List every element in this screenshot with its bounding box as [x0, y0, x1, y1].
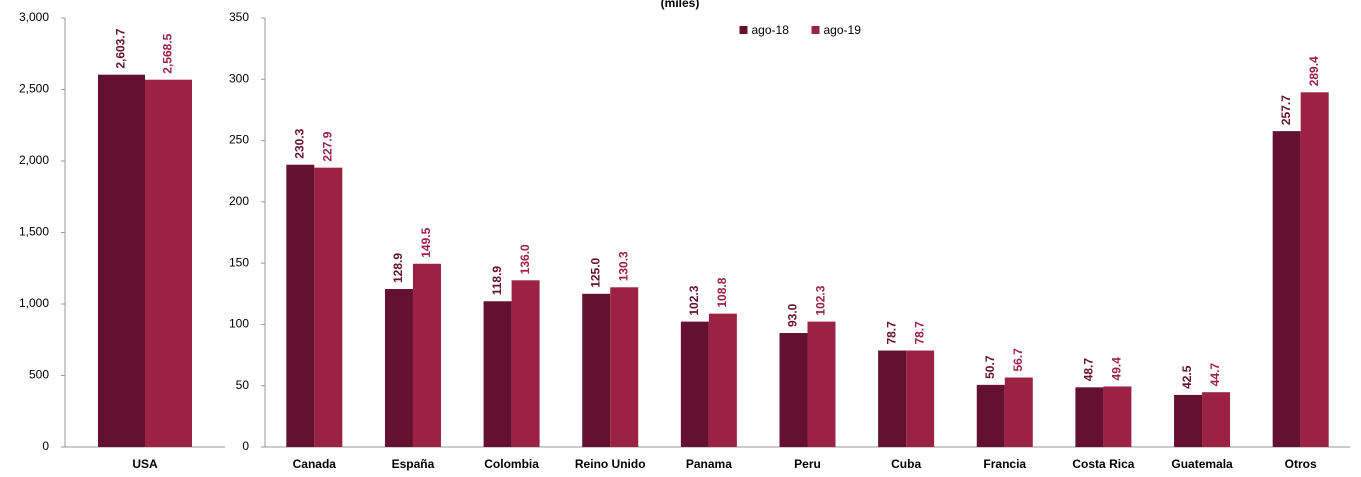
bar [98, 74, 145, 447]
legend-label: ago-18 [752, 23, 790, 37]
data-label: 149.5 [419, 227, 433, 257]
x-tick-label: Costa Rica [1072, 457, 1134, 471]
y-tick-label: 200 [229, 194, 249, 208]
bar [708, 313, 737, 447]
x-tick-label: Cuba [891, 457, 921, 471]
bar [976, 384, 1005, 447]
data-label: 118.9 [490, 266, 504, 296]
y-tick-label: 0 [242, 439, 249, 453]
x-tick-label: España [392, 457, 435, 471]
data-label: 289.4 [1307, 56, 1321, 86]
y-tick-label: 1,500 [19, 225, 49, 239]
data-label: 78.7 [912, 321, 926, 345]
bar [1004, 377, 1033, 447]
y-tick-label: 2,500 [19, 82, 49, 96]
x-tick-label: Reino Unido [575, 457, 646, 471]
bar [511, 280, 540, 447]
data-label: 44.7 [1208, 363, 1222, 387]
y-tick-label: 0 [42, 439, 49, 453]
bar [610, 287, 639, 447]
x-tick-label: Francia [983, 457, 1026, 471]
data-label: 257.7 [1279, 95, 1293, 125]
bar [1300, 92, 1329, 447]
bar [314, 167, 343, 447]
y-tick-label: 250 [229, 133, 249, 147]
x-tick-label: USA [132, 457, 158, 471]
y-tick-label: 150 [229, 255, 249, 269]
bar [1202, 392, 1231, 447]
bar [878, 350, 907, 447]
data-label: 125.0 [588, 257, 602, 287]
data-label: 102.3 [814, 285, 828, 315]
x-tick-label: Guatemala [1171, 457, 1233, 471]
x-tick-label: Canada [293, 457, 337, 471]
x-tick-label: Colombia [484, 457, 539, 471]
data-label: 78.7 [884, 321, 898, 345]
y-tick-label: 500 [29, 368, 49, 382]
data-label: 130.3 [616, 251, 630, 281]
data-label: 50.7 [983, 355, 997, 379]
y-tick-label: 300 [229, 71, 249, 85]
data-label: 42.5 [1180, 365, 1194, 389]
data-label: 2,568.5 [161, 33, 175, 73]
data-label: 227.9 [320, 131, 334, 161]
bar [1272, 131, 1301, 447]
bar [906, 350, 935, 447]
bar [1174, 394, 1203, 447]
bar [286, 164, 315, 447]
legend-swatch [811, 26, 820, 34]
legend-label: ago-19 [824, 23, 862, 37]
bar [1075, 387, 1104, 447]
data-label: 128.9 [391, 253, 405, 283]
chart-subtitle: (miles) [661, 0, 700, 10]
data-label: 108.8 [715, 277, 729, 307]
data-label: 56.7 [1011, 348, 1025, 372]
bar [779, 333, 808, 447]
y-tick-label: 1,000 [19, 296, 49, 310]
y-tick-label: 350 [229, 10, 249, 24]
bar [807, 321, 836, 447]
bar [582, 293, 611, 447]
bar [680, 321, 709, 447]
x-tick-label: Peru [794, 457, 821, 471]
y-tick-label: 3,000 [19, 10, 49, 24]
data-label: 2,603.7 [114, 28, 128, 68]
data-label: 48.7 [1082, 358, 1096, 382]
x-tick-label: Otros [1285, 457, 1317, 471]
bar [384, 289, 413, 447]
data-label: 93.0 [786, 303, 800, 327]
data-label: 230.3 [292, 128, 306, 158]
bar [1103, 386, 1132, 447]
data-label: 136.0 [518, 244, 532, 274]
data-label: 102.3 [687, 285, 701, 315]
data-label: 49.4 [1110, 357, 1124, 381]
bar [412, 263, 441, 447]
y-tick-label: 50 [236, 378, 250, 392]
legend-swatch [739, 26, 748, 34]
y-tick-label: 2,000 [19, 153, 49, 167]
bar [145, 79, 192, 447]
x-tick-label: Panama [686, 457, 732, 471]
bar [483, 301, 512, 447]
y-tick-label: 100 [229, 317, 249, 331]
